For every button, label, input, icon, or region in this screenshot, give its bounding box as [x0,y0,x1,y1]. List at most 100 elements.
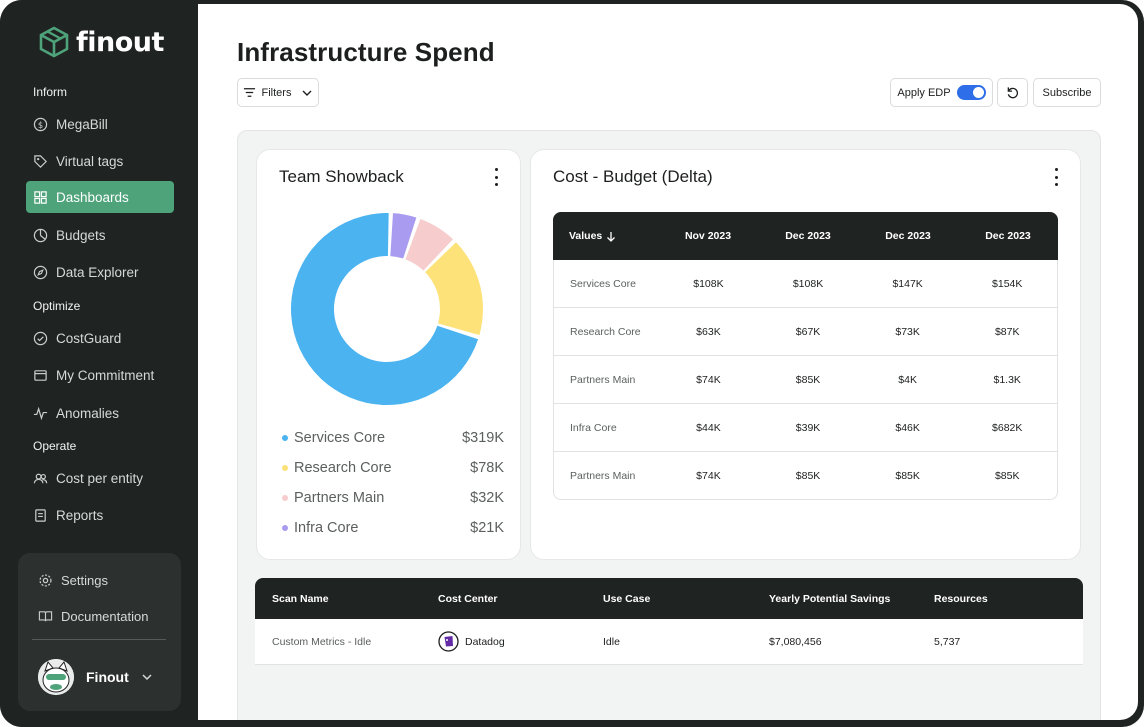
sidebar-item-label: Budgets [56,227,106,243]
compass-icon [33,265,48,279]
table-cell: $67K [795,325,821,338]
column-header[interactable]: Dec 2023 [985,230,1031,242]
subscribe-label: Subscribe [1042,86,1092,99]
resources-count: 5,737 [934,635,961,648]
sidebar-item-costguard[interactable]: CostGuard [26,322,174,354]
donut-slice-infra-core[interactable] [390,213,417,259]
sidebar-item-label: Reports [56,507,104,523]
divider [32,639,166,640]
section-inform: Inform [33,85,68,99]
section-optimize: Optimize [33,299,81,313]
column-header[interactable]: Scan Name [272,592,329,605]
user-name: Finout [86,669,129,685]
main-content: Infrastructure Spend Filters Apply EDP S… [198,4,1138,720]
grid-icon [34,190,47,204]
users-icon [33,473,48,483]
sidebar-item-label: Dashboards [56,189,129,205]
section-operate: Operate [33,439,77,453]
gear-icon [39,574,52,587]
table-cell: $44K [696,421,721,434]
sidebar-item-cost-per-entity[interactable]: Cost per entity [26,462,174,494]
table-cell: $85K [795,469,821,482]
column-header[interactable]: Nov 2023 [684,230,732,242]
apply-edp-toggle[interactable]: Apply EDP [890,78,993,107]
values-column-header[interactable]: Values [553,230,658,242]
brand-logo[interactable]: finout [38,26,164,58]
row-label: Research Core [570,325,641,338]
legend-value: $32K [470,490,504,506]
sidebar: finout Inform $ MegaBill Virtual tags Da… [0,0,198,727]
cost-budget-menu-icon[interactable] [1050,168,1062,186]
subscribe-button[interactable]: Subscribe [1033,78,1101,107]
scan-table-header: Scan Name Cost Center Use Case Yearly Po… [255,578,1083,619]
column-header[interactable]: Cost Center [438,592,498,605]
sidebar-item-data-explorer[interactable]: Data Explorer [26,256,174,288]
user-menu[interactable]: Finout [38,659,153,695]
legend-dot [282,465,288,471]
table-cell: $39K [795,421,821,434]
legend-label: Infra Core [294,520,359,536]
finout-cube-icon [39,26,69,58]
legend-label: Partners Main [294,490,385,506]
sidebar-item-label: My Commitment [56,367,155,383]
cost-budget-title: Cost - Budget (Delta) [553,167,713,186]
dollar-circle-icon: $ [33,117,48,131]
sidebar-item-reports[interactable]: Reports [26,499,174,531]
svg-text:$: $ [38,119,43,129]
sidebar-item-anomalies[interactable]: Anomalies [26,397,174,429]
reset-button[interactable] [997,78,1028,107]
table-cell: $73K [895,325,920,338]
shield-check-icon [33,331,48,345]
donut-slice-research-core[interactable] [425,242,483,336]
pulse-icon [33,406,48,420]
table-cell: $63K [696,325,721,338]
arrow-down-icon [607,231,616,242]
sidebar-item-budgets[interactable]: Budgets [26,219,174,251]
table-cell: $108K [792,277,824,290]
table-cell: $87K [994,325,1020,338]
apply-edp-label: Apply EDP [897,86,951,99]
sidebar-item-virtual-tags[interactable]: Virtual tags [26,145,174,177]
legend-value: $21K [470,520,504,536]
sidebar-item-megabill[interactable]: $ MegaBill [26,108,174,140]
sidebar-item-dashboards[interactable]: Dashboards [26,181,174,213]
sidebar-item-my-commitment[interactable]: My Commitment [26,359,174,391]
documentation-link[interactable]: Documentation [38,609,148,624]
table-row[interactable]: Custom Metrics - Idle Datadog Idle $7,08… [255,619,1083,665]
table-cell: $147K [892,277,923,290]
edp-switch[interactable] [956,85,986,100]
team-showback-card: Team Showback Services Core $319K Resear… [256,149,521,560]
folder-icon [34,369,47,381]
legend-dot [282,495,288,501]
table-row: Research Core $63K $67K $73K $87K [553,308,1058,356]
column-header[interactable]: Yearly Potential Savings [769,592,891,605]
tag-icon [34,154,47,168]
avatar [38,659,74,695]
table-row: Services Core $108K $108K $147K $154K [553,260,1058,308]
sidebar-item-label: Cost per entity [56,470,144,486]
column-header[interactable]: Dec 2023 [885,230,931,242]
sidebar-item-label: Data Explorer [56,264,139,280]
column-header[interactable]: Use Case [603,592,651,605]
datadog-icon [438,631,459,652]
legend-label: Research Core [294,460,392,476]
budget-table-header: Values Nov 2023 Dec 2023 Dec 2023 Dec 20… [553,212,1058,260]
legend-value: $319K [462,430,504,446]
table-cell: $85K [795,373,821,386]
column-header: Values [569,230,603,242]
chevron-down-icon [142,674,152,681]
settings-link[interactable]: Settings [38,573,108,588]
team-showback-title: Team Showback [279,167,404,186]
column-header[interactable]: Dec 2023 [785,230,831,242]
sidebar-footer-panel: Settings Documentation [18,553,181,711]
column-header[interactable]: Resources [934,592,988,605]
donut-slice-partners-main[interactable] [405,219,453,271]
undo-icon [1007,87,1019,99]
donut-slice-services-core[interactable] [291,213,479,405]
table-cell: $85K [895,469,920,482]
team-showback-menu-icon[interactable] [490,168,502,186]
filters-button[interactable]: Filters [237,78,319,107]
row-label: Partners Main [570,373,636,386]
page-title: Infrastructure Spend [237,37,495,67]
